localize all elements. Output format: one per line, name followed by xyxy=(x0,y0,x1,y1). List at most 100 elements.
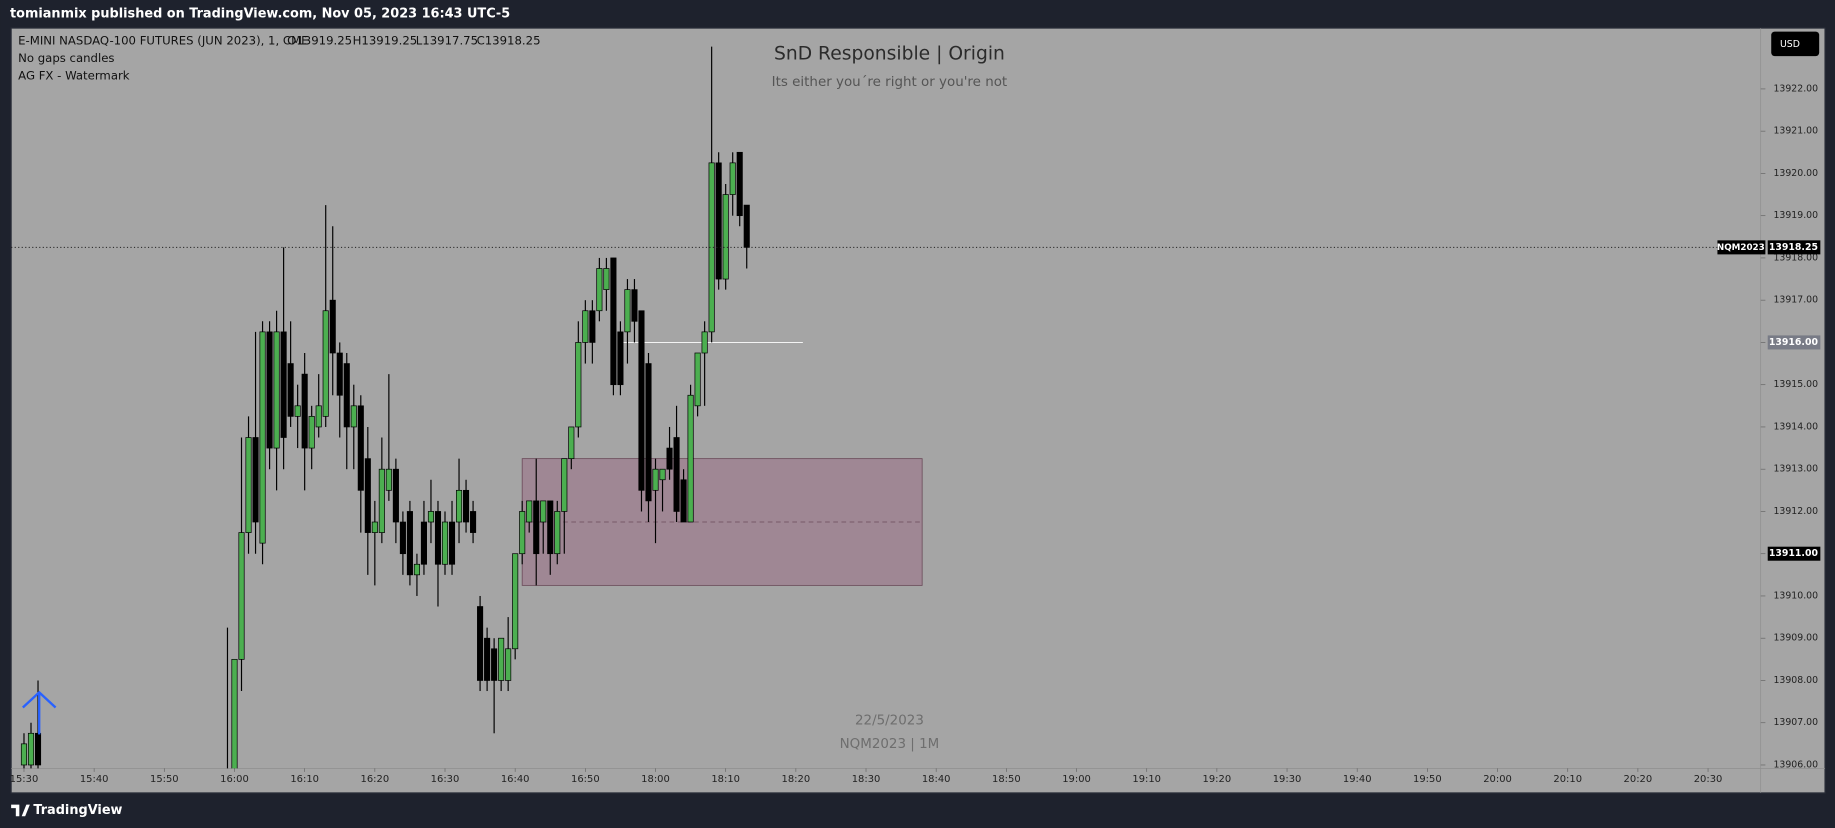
candle-body xyxy=(610,257,617,386)
candle-body xyxy=(399,521,406,555)
candle-body xyxy=(477,606,484,681)
candle-body xyxy=(512,553,519,650)
last-price-symbol-box xyxy=(1717,240,1766,255)
x-tick-label: 16:40 xyxy=(501,774,530,785)
candle-body xyxy=(498,637,505,681)
candle-body xyxy=(294,405,301,417)
x-tick-label: 20:00 xyxy=(1483,774,1512,785)
last-price-label: 13918.25 xyxy=(1769,242,1818,253)
candle-body xyxy=(680,479,687,523)
candle-body xyxy=(575,342,582,428)
x-tick-label: 15:30 xyxy=(10,774,39,785)
chart-subtitle: Its either you´re right or you're not xyxy=(772,74,1008,90)
candle-body xyxy=(427,511,435,523)
chart-title: SnD Responsible | Origin xyxy=(774,43,1005,64)
candle-body xyxy=(287,363,294,417)
y-tick-label: 13918.00 xyxy=(1773,252,1818,263)
watermark-symbol: NQM2023 | 1M xyxy=(840,737,940,752)
candle-body xyxy=(505,648,512,681)
price-marker-label: 13916.00 xyxy=(1769,337,1819,348)
candle-body xyxy=(259,331,266,544)
x-tick-label: 18:20 xyxy=(782,774,811,785)
x-tick-label: 18:10 xyxy=(711,774,740,785)
price-marker-label: 13911.00 xyxy=(1769,548,1819,559)
y-tick-label: 13913.00 xyxy=(1773,464,1818,475)
candle-body xyxy=(448,521,456,565)
x-tick-label: 15:40 xyxy=(80,774,109,785)
candle-body xyxy=(715,162,722,280)
candle-body xyxy=(322,310,329,417)
candle-body xyxy=(645,363,652,502)
legend-high: H13919.25 xyxy=(353,33,418,47)
candle-body xyxy=(589,310,596,343)
plot xyxy=(20,46,923,769)
candle-body xyxy=(280,331,287,438)
x-tick-label: 19:20 xyxy=(1203,774,1232,785)
candle-body xyxy=(266,331,273,449)
candle-body xyxy=(329,299,336,354)
candle-body xyxy=(694,352,701,407)
candle-body xyxy=(617,331,624,386)
candle-body xyxy=(568,426,575,459)
candle-body xyxy=(27,732,35,766)
x-tick-label: 16:30 xyxy=(431,774,460,785)
x-tick-label: 15:50 xyxy=(150,774,179,785)
candle-body xyxy=(455,489,463,523)
candle-body xyxy=(547,500,554,555)
watermark-date: 22/5/2023 xyxy=(855,713,924,728)
y-tick-label: 13912.00 xyxy=(1773,506,1818,517)
candle-body xyxy=(371,521,378,533)
candle-body xyxy=(420,521,427,565)
y-tick-label: 13910.00 xyxy=(1773,590,1818,601)
arrow-icon xyxy=(22,690,57,735)
currency-label: USD xyxy=(1780,39,1800,50)
candle-body xyxy=(364,458,371,533)
candle-body xyxy=(708,162,715,333)
candle-body xyxy=(687,394,694,523)
candle-body xyxy=(659,468,666,481)
y-tick-label: 13909.00 xyxy=(1773,633,1818,644)
x-tick-label: 16:50 xyxy=(571,774,600,785)
candle-body xyxy=(582,310,589,343)
candle-body xyxy=(631,289,638,322)
candle-body xyxy=(385,468,392,491)
candle-body xyxy=(540,500,547,523)
legend-close: C13918.25 xyxy=(477,33,541,47)
x-tick-label: 19:30 xyxy=(1273,774,1302,785)
y-tick-label: 13920.00 xyxy=(1773,168,1818,179)
candle-body xyxy=(624,289,631,333)
indicator[interactable]: No gaps candles xyxy=(18,51,114,65)
candle-body xyxy=(470,511,477,533)
candle-body xyxy=(526,500,533,523)
currency-button[interactable] xyxy=(1771,31,1820,57)
y-tick-label: 13921.00 xyxy=(1773,126,1818,137)
indicator[interactable]: AG FX - Watermark xyxy=(18,69,130,83)
candle-body xyxy=(666,447,673,470)
candle-body xyxy=(413,563,420,576)
price-marker-box xyxy=(1767,546,1821,561)
candle-body xyxy=(34,732,42,766)
candle-body xyxy=(392,468,399,523)
candle-body xyxy=(463,489,470,523)
tradingview-logo xyxy=(11,804,30,817)
candle-body xyxy=(701,331,708,354)
candle-body xyxy=(350,405,357,428)
candle-body xyxy=(652,468,659,491)
chart-area xyxy=(10,27,1826,794)
candle-body xyxy=(638,310,645,491)
y-tick-label: 13917.00 xyxy=(1773,295,1818,306)
y-tick-label: 13922.00 xyxy=(1773,83,1818,94)
y-tick-label: 13906.00 xyxy=(1773,759,1818,770)
legend-symbol: E-MINI NASDAQ-100 FUTURES (JUN 2023), 1,… xyxy=(18,33,308,47)
x-tick-label: 18:40 xyxy=(922,774,951,785)
candle-body xyxy=(673,437,680,512)
candle-body xyxy=(308,416,315,449)
candle-body xyxy=(231,658,238,769)
candle-body xyxy=(736,151,743,217)
candle-body xyxy=(743,204,750,248)
x-tick-label: 19:10 xyxy=(1132,774,1161,785)
candle-body xyxy=(406,511,413,576)
y-tick-label: 13914.00 xyxy=(1773,421,1818,432)
y-tick-label: 13915.00 xyxy=(1773,379,1818,390)
